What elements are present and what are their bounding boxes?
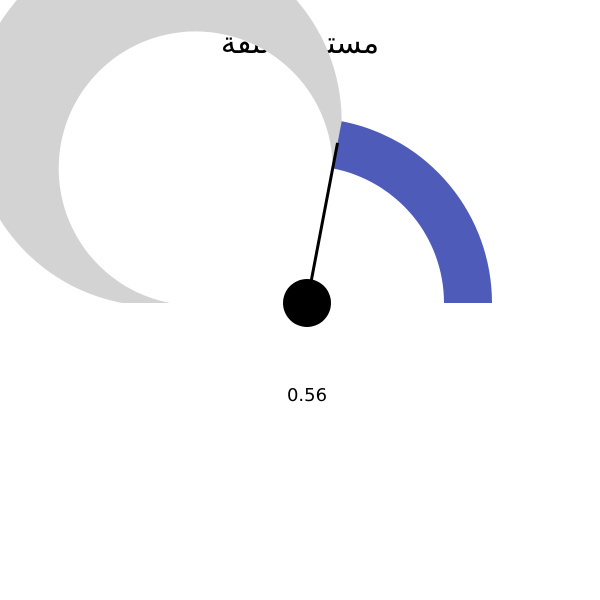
gauge-value-label: 0.56 [287, 385, 327, 406]
gauge-value-arc [332, 121, 493, 303]
gauge-needle-hub [283, 279, 331, 327]
gauge-needle [306, 142, 340, 298]
gauge-track-arc [0, 0, 342, 303]
